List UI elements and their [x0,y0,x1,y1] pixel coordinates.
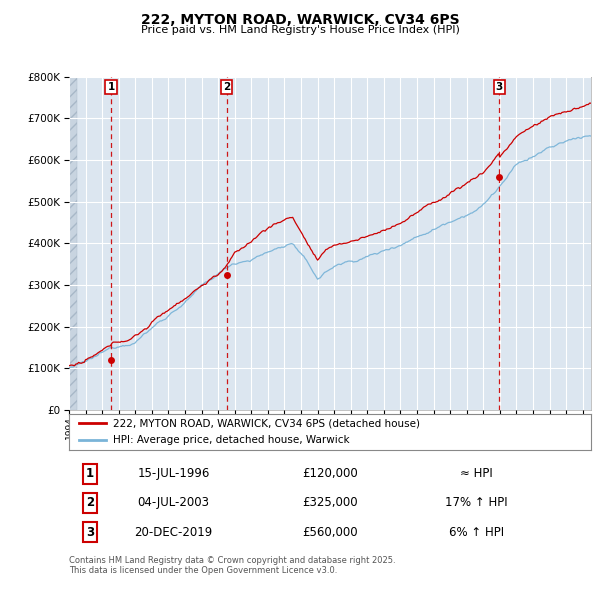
Text: 2: 2 [86,496,94,510]
Text: 20-DEC-2019: 20-DEC-2019 [134,526,212,539]
Text: 3: 3 [86,526,94,539]
Text: 15-JUL-1996: 15-JUL-1996 [137,467,209,480]
Text: 1: 1 [107,81,115,91]
Text: 04-JUL-2003: 04-JUL-2003 [137,496,209,510]
Bar [69,77,77,410]
Text: ≈ HPI: ≈ HPI [460,467,493,480]
Text: HPI: Average price, detached house, Warwick: HPI: Average price, detached house, Warw… [113,435,350,445]
Text: 3: 3 [496,81,503,91]
Text: Price paid vs. HM Land Registry's House Price Index (HPI): Price paid vs. HM Land Registry's House … [140,25,460,35]
Text: £325,000: £325,000 [302,496,358,510]
Text: £120,000: £120,000 [302,467,358,480]
Text: 222, MYTON ROAD, WARWICK, CV34 6PS (detached house): 222, MYTON ROAD, WARWICK, CV34 6PS (deta… [113,418,421,428]
Text: 6% ↑ HPI: 6% ↑ HPI [449,526,504,539]
Text: Contains HM Land Registry data © Crown copyright and database right 2025.
This d: Contains HM Land Registry data © Crown c… [69,556,395,575]
Text: 2: 2 [223,81,230,91]
Text: 1: 1 [86,467,94,480]
Text: 17% ↑ HPI: 17% ↑ HPI [445,496,508,510]
Text: 222, MYTON ROAD, WARWICK, CV34 6PS: 222, MYTON ROAD, WARWICK, CV34 6PS [140,13,460,27]
Text: £560,000: £560,000 [302,526,358,539]
